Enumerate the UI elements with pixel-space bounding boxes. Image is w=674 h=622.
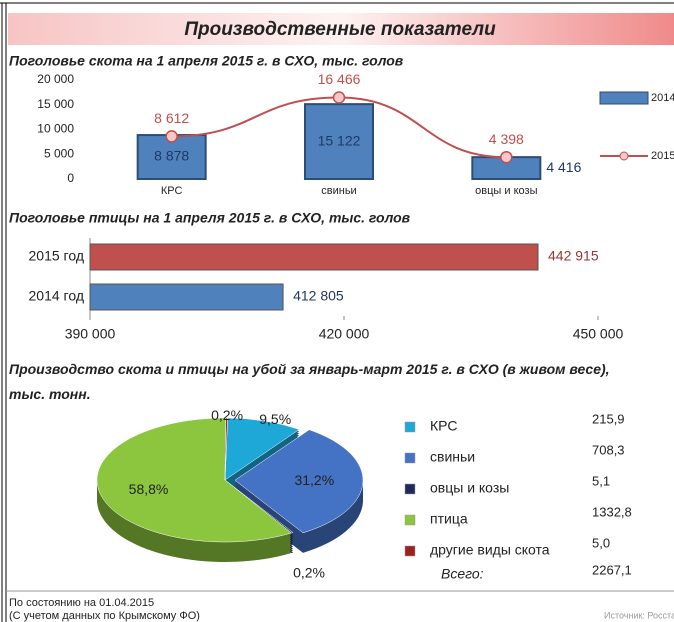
data-label: 16 466: [318, 71, 361, 87]
legend-swatch: [404, 421, 416, 433]
y-tick-label: 10 000: [37, 122, 74, 136]
bar: [89, 283, 284, 311]
x-tick-label: КРС: [161, 185, 183, 197]
legend-swatch: [619, 151, 629, 161]
legend-label: КРС: [430, 418, 457, 434]
y-tick-label: 20 000: [37, 72, 74, 86]
data-label: 4 398: [489, 131, 524, 147]
legend-label: 2015 год: [651, 150, 674, 162]
slice: [224, 417, 300, 481]
title-banner: [8, 13, 674, 45]
legend-label: другие виды скота: [430, 542, 550, 558]
legend-swatch: [599, 91, 649, 105]
legend-value: 708,3: [592, 442, 625, 457]
y-tick-label: 15 000: [37, 97, 74, 111]
y-tick-label: 2014 год: [29, 288, 84, 304]
bar: [304, 103, 374, 180]
data-label: 4 416: [546, 159, 581, 175]
legend-swatch: [404, 514, 416, 526]
slice: [96, 417, 293, 543]
legend-value: 5,1: [592, 473, 610, 488]
percent-label: 58,8%: [129, 481, 169, 497]
x-tick-label: овцы и козы: [475, 185, 537, 197]
data-label: 8 878: [154, 148, 189, 164]
data-label: 412 805: [293, 288, 344, 304]
legend-value: 1332,8: [592, 504, 632, 519]
y-tick-label: 0: [67, 171, 74, 185]
legend-value: 215,9: [592, 411, 625, 426]
slice: [224, 417, 228, 481]
point: [165, 130, 178, 143]
data-label: 442 915: [548, 248, 599, 264]
y-tick-label: 5 000: [44, 146, 74, 160]
point: [500, 150, 513, 164]
footer-note: (С учетом данных по Крымскому ФО): [9, 610, 200, 622]
total-value: 2267,1: [592, 562, 632, 577]
bar: [89, 243, 539, 271]
legend-swatch: [404, 452, 416, 464]
x-tick-label: 450 000: [573, 326, 624, 342]
percent-label: 9,5%: [259, 411, 291, 427]
legend-label: овцы и козы: [430, 480, 509, 496]
chart-title: Поголовье птицы на 1 апреля 2015 г. в СХ…: [9, 210, 411, 226]
x-tick-label: 390 000: [65, 326, 116, 342]
data-label: 15 122: [318, 132, 361, 148]
chart-title: Поголовье скота на 1 апреля 2015 г. в СХ…: [9, 53, 404, 69]
percent-label: 0,2%: [293, 565, 325, 581]
percent-label: 31,2%: [294, 472, 334, 488]
data-label: 8 612: [154, 110, 189, 126]
legend-label: птица: [430, 511, 468, 527]
footer-source: Источник: Росстат: [604, 610, 674, 620]
legend-label: свиньи: [430, 449, 475, 465]
footer-date: По состоянию на 01.04.2015: [9, 597, 154, 609]
slice: [234, 429, 364, 534]
legend-swatch: [404, 545, 416, 557]
percent-label: 0,2%: [211, 407, 243, 423]
legend-value: 5,0: [592, 535, 610, 550]
total-label: Всего:: [441, 566, 484, 582]
point: [332, 91, 346, 104]
chart-title: Производство скота и птицы на убой за ян…: [9, 361, 610, 402]
x-tick-label: 420 000: [319, 326, 370, 342]
page-title: Производственные показатели: [184, 19, 496, 40]
legend-label: 2014 год: [651, 92, 674, 104]
y-tick-label: 2015 год: [29, 248, 84, 264]
legend-swatch: [404, 483, 416, 495]
x-tick-label: свиньи: [321, 185, 356, 197]
